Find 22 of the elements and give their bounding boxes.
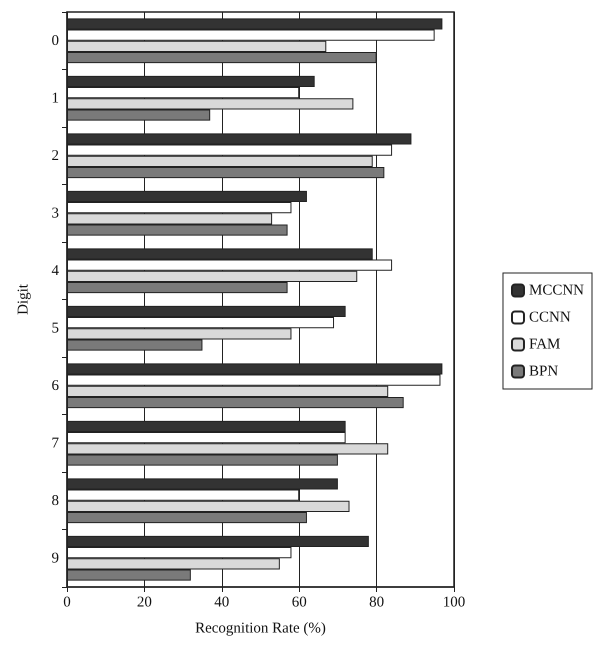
x-tick-label: 100	[442, 594, 466, 610]
y-tick-label: 2	[52, 148, 59, 164]
y-tick-label: 8	[52, 492, 59, 509]
y-tick-label: 7	[52, 435, 60, 452]
y-tick-label: 9	[52, 550, 59, 566]
x-tick-label: 80	[369, 594, 384, 610]
x-axis-title: Recognition Rate (%)	[195, 620, 326, 636]
x-tick-label: 60	[292, 594, 307, 610]
y-tick-label: 3	[52, 205, 59, 222]
y-tick-label: 4	[52, 262, 60, 279]
x-tick-label: 20	[136, 594, 152, 610]
y-axis-title: Digit	[16, 283, 32, 315]
legend-label: CCNN	[528, 310, 571, 326]
y-tick-label: 0	[52, 32, 59, 49]
y-tick-label: 6	[52, 378, 60, 394]
x-tick-label: 0	[63, 594, 71, 610]
legend-label: MCCNN	[528, 282, 584, 298]
legend-label: BPN	[528, 364, 558, 380]
y-tick-label: 5	[52, 320, 59, 336]
legend-label: FAM	[528, 336, 560, 352]
x-tick-label: 40	[214, 594, 230, 610]
y-tick-label: 1	[52, 90, 59, 106]
